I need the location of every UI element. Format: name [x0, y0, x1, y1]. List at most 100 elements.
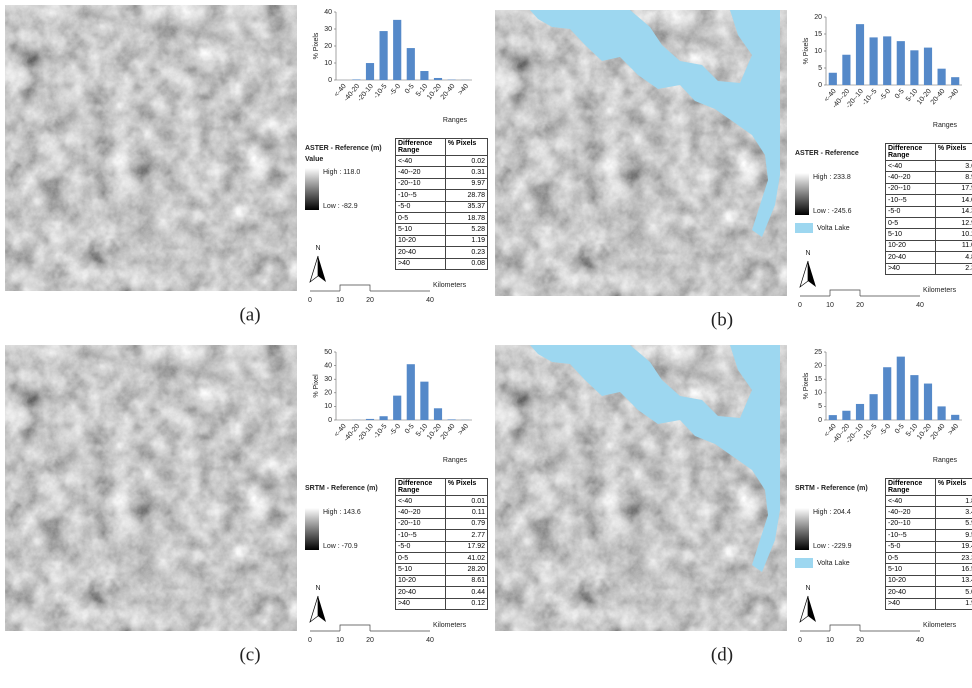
scale-label: 20 — [856, 302, 864, 309]
scale-segment — [339, 624, 371, 631]
x-tick-label: 0-5 — [894, 423, 906, 435]
panel: 0 5 10 15 20 % Pixels Ranges <-40-40--20-20--10… — [495, 10, 972, 330]
bar — [433, 77, 443, 80]
table-cell: 5-10 — [885, 228, 936, 241]
table-row: -40--208.9 — [885, 171, 972, 184]
scale-label: 40 — [426, 297, 434, 304]
table-row: 0-523.3 — [885, 551, 972, 565]
y-tick-label: 40 — [324, 9, 332, 16]
table-cell: 14.3 — [934, 205, 972, 218]
table-row: -10--5 2.77 — [395, 529, 489, 542]
table-row: -20--10 0.79 — [395, 517, 489, 531]
table-cell: -40--20 — [885, 171, 936, 184]
table-cell: 1.9 — [934, 597, 972, 610]
table-row: -40--20 0.11 — [395, 506, 489, 519]
x-tick-label: 0-5 — [404, 423, 416, 435]
table-cell: 28.78 — [444, 189, 489, 202]
y-tick-label: 50 — [324, 349, 332, 356]
legend-high: High : 143.6 — [323, 509, 361, 516]
table-row: -5-0 17.92 — [395, 540, 489, 553]
legend-lake: Volta Lake — [817, 225, 850, 232]
table-row: >40 0.08 — [395, 257, 489, 270]
table-row: 0-512.9 — [885, 216, 972, 230]
scale-label: 0 — [798, 302, 802, 309]
y-tick-label: 0 — [818, 82, 822, 89]
table-row: 10-20 8.61 — [395, 574, 489, 588]
table-cell: -20--10 — [885, 182, 936, 196]
y-axis-label: % Pixels — [803, 37, 810, 64]
table-cell: 20-40 — [885, 251, 936, 264]
legend-ramp — [795, 173, 809, 215]
scale-segment — [829, 624, 861, 631]
table-row: -20--10 9.97 — [395, 177, 489, 191]
table-row: 5-10 28.20 — [395, 563, 489, 576]
legend-high: High : 118.0 — [323, 169, 360, 176]
scale-label: 10 — [336, 297, 344, 304]
table-cell: 10-20 — [885, 239, 936, 253]
legend-low: Low : -70.9 — [323, 543, 358, 550]
x-tick-label: -5-0 — [389, 423, 402, 437]
table-row: 0-5 41.02 — [395, 551, 489, 565]
bar — [393, 395, 402, 420]
scale-unit: Kilometers — [923, 622, 957, 629]
legend-low: Low : -82.9 — [323, 203, 358, 210]
bar — [883, 36, 892, 85]
bar — [937, 68, 946, 85]
x-tick-label: >40 — [947, 423, 960, 437]
legend-low: Low : -245.6 — [813, 208, 852, 215]
north-arrow — [318, 256, 326, 282]
bar — [951, 414, 960, 420]
table-cell: <-40 — [885, 159, 936, 173]
table-row: >401.9 — [885, 597, 972, 610]
table-cell: 0.01 — [444, 494, 489, 508]
table-cell: -40--20 — [885, 506, 936, 519]
table-cell: -5-0 — [885, 540, 936, 553]
y-tick-label: 0 — [818, 417, 822, 424]
scale-label: 0 — [798, 637, 802, 644]
table-cell: >40 — [885, 262, 936, 275]
x-tick-label: 0-5 — [894, 88, 906, 100]
y-tick-label: 5 — [818, 65, 822, 72]
bar — [910, 375, 919, 420]
table-row: 20-405.0 — [885, 586, 972, 599]
x-tick-label: 20-40 — [440, 83, 457, 101]
bar — [828, 72, 837, 85]
table-row: -5-019.4 — [885, 540, 972, 553]
table-row: >40 0.12 — [395, 597, 489, 610]
bar — [447, 419, 456, 420]
scale-label: 20 — [366, 297, 374, 304]
x-tick-label: 20-40 — [930, 423, 947, 441]
x-tick-label: -10--5 — [861, 423, 878, 442]
table-row: -5-0 35.37 — [395, 200, 489, 213]
table-cell: -40--20 — [395, 166, 446, 179]
table-cell: -5-0 — [395, 200, 446, 213]
table-cell: 0.12 — [444, 597, 489, 610]
table-cell: -20--10 — [885, 517, 936, 531]
table-row: 5-10 5.28 — [395, 223, 489, 236]
north-arrow — [808, 596, 816, 622]
scale-segment — [829, 289, 861, 296]
header-cell: Difference Range — [395, 478, 446, 496]
bar — [883, 367, 892, 420]
table-cell: 1.8 — [934, 494, 972, 508]
scale-label: 10 — [826, 302, 834, 309]
header-cell: % Pixels — [934, 143, 972, 161]
table-row: <-401.8 — [885, 494, 972, 508]
panel: 0 5 10 15 20 25 % Pixels Ranges <-40-40--20-20--… — [495, 345, 972, 665]
y-tick-label: 10 — [324, 60, 332, 67]
table-cell: 10-20 — [395, 234, 446, 248]
table-cell: -20--10 — [395, 517, 446, 531]
header-cell: Difference Range — [395, 138, 446, 156]
header-cell: Difference Range — [885, 478, 936, 496]
stats-table: Difference Range% Pixels<-403.6-40--208.… — [885, 143, 972, 275]
x-axis-label: Ranges — [933, 122, 958, 129]
x-tick-label: >40 — [457, 423, 470, 437]
y-tick-label: 20 — [324, 43, 332, 50]
legend-title: ASTER - Reference — [795, 150, 859, 157]
table-cell: 0-5 — [395, 211, 446, 225]
table-cell: 3.6 — [934, 159, 972, 173]
x-tick-label: -5-0 — [879, 88, 892, 102]
